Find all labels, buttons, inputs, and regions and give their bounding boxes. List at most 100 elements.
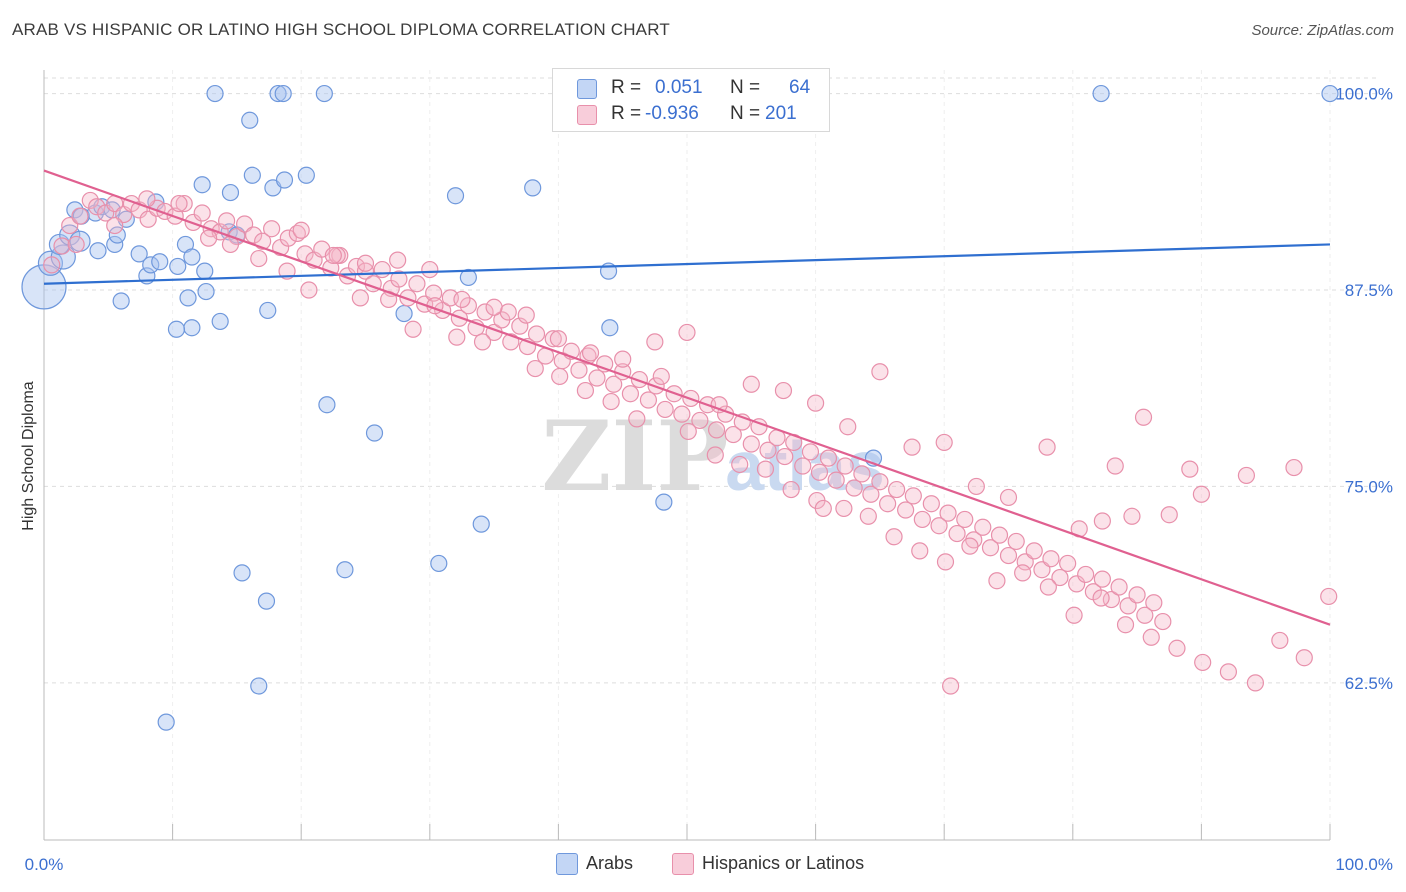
hispanics-point xyxy=(389,251,407,269)
arabs-point xyxy=(269,84,287,103)
legend-n-value: 64 xyxy=(789,77,811,98)
arabs-point xyxy=(274,84,292,103)
y-tick-label: 87.5% xyxy=(1345,281,1393,300)
hispanics-point xyxy=(1219,663,1238,681)
arabs-point xyxy=(336,561,354,579)
hispanics-point xyxy=(351,289,369,307)
hispanics-point xyxy=(404,320,422,338)
hispanics-point xyxy=(324,246,342,265)
arabs-point xyxy=(472,515,490,533)
legend-r-label: R = xyxy=(611,103,642,124)
hispanics-point xyxy=(678,323,696,342)
hispanics-point xyxy=(936,553,955,571)
hispanics-point xyxy=(1271,631,1289,650)
chart-title: ARAB VS HISPANIC OR LATINO HIGH SCHOOL D… xyxy=(12,20,670,39)
legend-n-value: 201 xyxy=(765,103,797,124)
arabs-point xyxy=(459,268,477,287)
arabs-point xyxy=(1092,84,1110,103)
hispanics-point xyxy=(526,359,544,378)
hispanics-point xyxy=(1194,653,1212,672)
x-tick-label: 100.0% xyxy=(1335,855,1393,874)
hispanics-point xyxy=(97,204,115,222)
hispanics-point xyxy=(1025,542,1043,560)
hispanics-point xyxy=(845,479,863,497)
hispanics-point xyxy=(218,212,236,230)
hispanics-point xyxy=(630,370,649,389)
hispanics-point xyxy=(911,542,929,560)
hispanics-point xyxy=(373,260,391,279)
hispanics-point xyxy=(859,507,877,525)
hispanics-point xyxy=(731,455,749,474)
hispanics-point xyxy=(756,460,775,478)
hispanics-point xyxy=(300,281,318,299)
hispanics-point xyxy=(43,256,61,274)
hispanics-point xyxy=(81,191,99,210)
bottom-legend-label-arabs: Arabs xyxy=(586,853,634,873)
y-tick-label: 62.5% xyxy=(1345,674,1393,693)
hispanics-point xyxy=(948,524,966,543)
hispanics-point xyxy=(517,306,535,324)
hispanics-point xyxy=(263,220,281,238)
hispanics-point xyxy=(871,473,889,491)
hispanics-point xyxy=(1136,606,1154,624)
hispanics-point xyxy=(922,495,940,513)
hispanics-point xyxy=(1145,594,1163,612)
hispanics-point xyxy=(913,510,931,529)
hispanics-point xyxy=(581,344,600,362)
arabs-point xyxy=(183,248,201,266)
hispanics-point xyxy=(794,457,812,475)
hispanics-point xyxy=(801,443,820,461)
hispanics-point xyxy=(88,198,106,216)
arabs-point xyxy=(169,257,187,276)
arabs-point xyxy=(193,176,211,194)
legend-n-label: N = xyxy=(730,77,761,98)
hispanics-point xyxy=(53,237,71,255)
arabs-point xyxy=(157,713,175,731)
hispanics-point xyxy=(904,487,922,505)
hispanics-point xyxy=(774,381,793,400)
hispanics-point xyxy=(621,385,640,403)
hispanics-point xyxy=(742,435,760,453)
hispanics-point xyxy=(1065,606,1083,624)
hispanics-point xyxy=(679,422,697,441)
hispanics-point xyxy=(511,317,529,335)
hispanics-point xyxy=(421,260,439,279)
hispanics-point xyxy=(939,504,957,522)
legend-n-label: N = xyxy=(730,103,761,124)
hispanics-point xyxy=(1154,612,1172,631)
arabs-point xyxy=(167,320,186,338)
hispanics-point xyxy=(1092,589,1110,607)
hispanics-point xyxy=(139,210,157,228)
arabs-point xyxy=(655,493,673,511)
hispanics-point xyxy=(250,249,268,268)
hispanics-point xyxy=(1168,639,1186,657)
hispanics-point xyxy=(903,438,921,456)
hispanics-point xyxy=(549,330,568,348)
hispanics-point xyxy=(390,270,408,288)
hispanics-point xyxy=(71,207,89,225)
hispanics-point xyxy=(759,441,777,459)
arabs-point xyxy=(297,166,315,184)
arabs-point xyxy=(221,183,240,202)
trend-lines xyxy=(43,169,1331,626)
arabs-point xyxy=(112,292,130,310)
hispanics-point xyxy=(1051,568,1069,587)
hispanics-point xyxy=(879,495,897,513)
hispanics-point xyxy=(106,216,124,235)
hispanics-point xyxy=(356,254,375,272)
hispanics-point xyxy=(170,194,188,213)
hispanics-point xyxy=(1119,597,1137,615)
bottom-legend-swatch-hispanics xyxy=(672,853,694,875)
bottom-legend-arabs: Arabs xyxy=(556,852,656,876)
hispanics-point xyxy=(1192,485,1211,503)
hispanics-point xyxy=(628,410,646,428)
arabs-point xyxy=(206,84,224,103)
hispanics-points xyxy=(43,190,1338,695)
arabs-point xyxy=(142,256,160,274)
hispanics-point xyxy=(814,499,832,518)
hispanics-point xyxy=(527,325,546,343)
hispanics-point xyxy=(576,381,595,400)
hispanics-point xyxy=(819,449,838,467)
hispanics-point xyxy=(292,221,310,239)
hispanics-point xyxy=(853,465,871,483)
